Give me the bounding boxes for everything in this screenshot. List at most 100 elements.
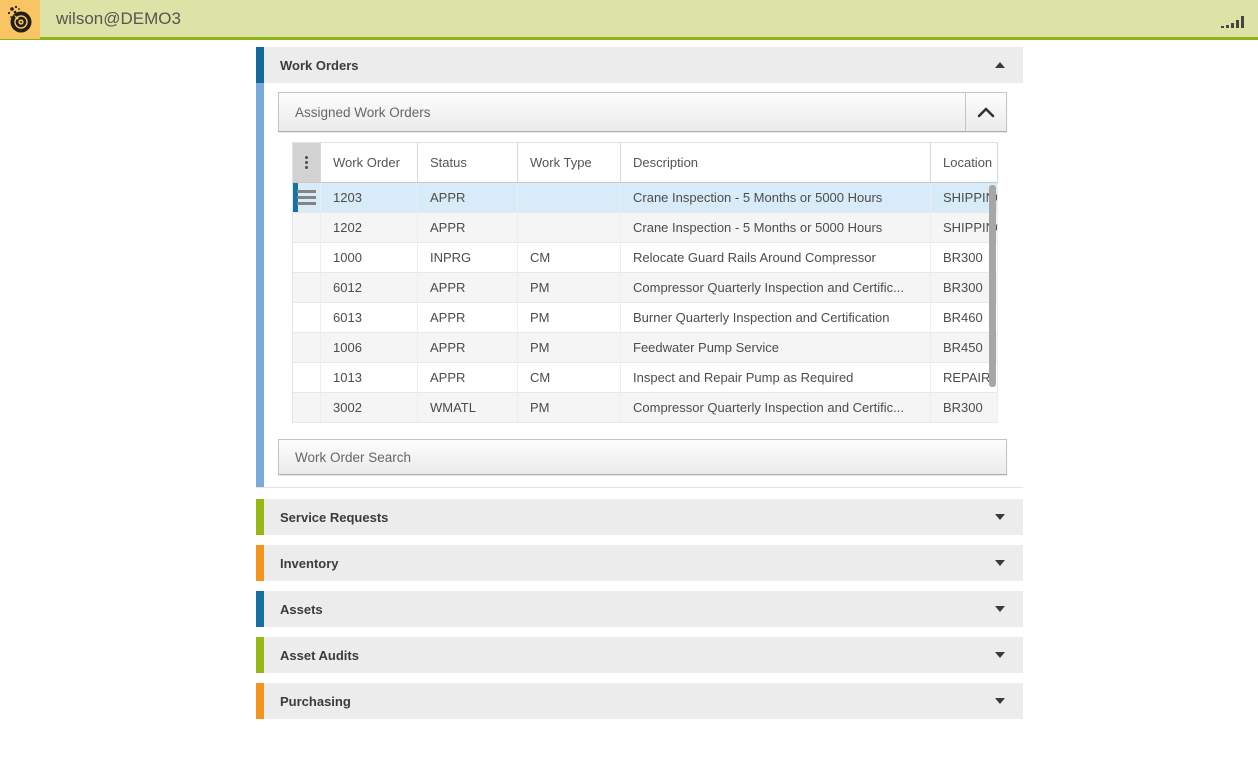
top-app-bar: wilson@DEMO3 (0, 0, 1258, 40)
cell-work-type: CM (517, 242, 621, 273)
cell-description: Burner Quarterly Inspection and Certific… (620, 302, 931, 333)
cell-work-order: 1203 (320, 182, 418, 213)
triangle-down-icon (995, 652, 1005, 658)
column-header-location[interactable]: Location (930, 142, 998, 183)
row-menu-cell[interactable] (292, 212, 321, 243)
row-menu-cell[interactable] (292, 332, 321, 363)
row-menu-cell[interactable] (292, 272, 321, 303)
cell-description: Feedwater Pump Service (620, 332, 931, 363)
cell-status: APPR (417, 332, 518, 363)
signal-strength-icon (1221, 16, 1244, 28)
collapse-panel-button[interactable] (965, 93, 1006, 131)
table-row[interactable]: 6013 APPR PM Burner Quarterly Inspection… (292, 302, 998, 333)
user-environment-title: wilson@DEMO3 (56, 8, 181, 28)
triangle-down-icon (995, 606, 1005, 612)
column-header-status[interactable]: Status (417, 142, 518, 183)
table-row[interactable]: 6012 APPR PM Compressor Quarterly Inspec… (292, 272, 998, 303)
cell-location: SHIPPING (930, 212, 998, 243)
cell-work-order: 6012 (320, 272, 418, 303)
cell-work-type (517, 182, 621, 213)
table-row[interactable]: 1006 APPR PM Feedwater Pump Service BR45… (292, 332, 998, 363)
chevron-up-icon (977, 107, 995, 118)
section-accent (256, 47, 264, 83)
cell-work-type: CM (517, 362, 621, 393)
cell-status: APPR (417, 182, 518, 213)
vertical-ellipsis-icon (293, 156, 320, 169)
section-header-assets[interactable]: Assets (256, 591, 1023, 627)
section-accent (256, 683, 264, 719)
section-accent (256, 499, 264, 535)
section-accent (256, 591, 264, 627)
column-header-work-order[interactable]: Work Order (320, 142, 418, 183)
section-label: Asset Audits (280, 647, 359, 663)
section-header-asset-audits[interactable]: Asset Audits (256, 637, 1023, 673)
cell-status: APPR (417, 362, 518, 393)
work-order-search-button[interactable]: Work Order Search (278, 439, 1007, 475)
cell-status: WMATL (417, 392, 518, 423)
row-menu-cell[interactable] (292, 242, 321, 273)
disc-splash-logo-icon (7, 5, 32, 32)
cell-status: APPR (417, 302, 518, 333)
table-row[interactable]: 3002 WMATL PM Compressor Quarterly Inspe… (292, 392, 998, 423)
section-header-service-requests[interactable]: Service Requests (256, 499, 1023, 535)
work-order-table: Work Order Status Work Type Description … (292, 142, 998, 423)
table-row[interactable]: 1013 APPR CM Inspect and Repair Pump as … (292, 362, 998, 393)
work-order-search-label: Work Order Search (295, 449, 412, 465)
cell-work-order: 1006 (320, 332, 418, 363)
row-menu-cell[interactable] (292, 392, 321, 423)
triangle-down-icon (995, 560, 1005, 566)
cell-location: BR450 (930, 332, 998, 363)
table-row[interactable]: 1000 INPRG CM Relocate Guard Rails Aroun… (292, 242, 998, 273)
cell-work-type: PM (517, 272, 621, 303)
triangle-down-icon (995, 698, 1005, 704)
cell-location: REPAIR (930, 362, 998, 393)
cell-location: BR300 (930, 392, 998, 423)
cell-description: Crane Inspection - 5 Months or 5000 Hour… (620, 212, 931, 243)
column-header-work-type[interactable]: Work Type (517, 142, 621, 183)
cell-work-order: 3002 (320, 392, 418, 423)
section-label: Work Orders (280, 57, 359, 73)
triangle-down-icon (995, 514, 1005, 520)
cell-description: Crane Inspection - 5 Months or 5000 Hour… (620, 182, 931, 213)
assigned-work-orders-bar[interactable]: Assigned Work Orders (278, 92, 1007, 132)
section-label: Inventory (280, 555, 339, 571)
column-options-header[interactable] (292, 142, 321, 183)
cell-work-type: PM (517, 302, 621, 333)
cell-status: INPRG (417, 242, 518, 273)
section-work-orders: Work Orders Assigned Work Orders (256, 47, 1023, 488)
section-label: Purchasing (280, 693, 351, 709)
cell-location: BR300 (930, 272, 998, 303)
table-header-row: Work Order Status Work Type Description … (292, 142, 998, 183)
cell-work-order: 6013 (320, 302, 418, 333)
cell-description: Relocate Guard Rails Around Compressor (620, 242, 931, 273)
cell-work-order: 1013 (320, 362, 418, 393)
row-menu-cell[interactable] (292, 302, 321, 333)
cell-status: APPR (417, 212, 518, 243)
work-orders-content: Assigned Work Orders (256, 83, 1023, 488)
section-label: Service Requests (280, 509, 389, 525)
cell-description: Compressor Quarterly Inspection and Cert… (620, 272, 931, 303)
cell-work-type: PM (517, 392, 621, 423)
cell-location: SHIPPING (930, 182, 998, 213)
row-menu-cell[interactable] (292, 182, 321, 213)
triangle-up-icon (995, 62, 1005, 68)
app-logo[interactable] (0, 0, 40, 39)
section-accent (256, 637, 264, 673)
cell-status: APPR (417, 272, 518, 303)
section-header-work-orders[interactable]: Work Orders (256, 47, 1023, 83)
table-row[interactable]: 1202 APPR Crane Inspection - 5 Months or… (292, 212, 998, 243)
table-row[interactable]: 1203 APPR Crane Inspection - 5 Months or… (292, 182, 998, 213)
cell-work-type (517, 212, 621, 243)
cell-work-type: PM (517, 332, 621, 363)
section-header-inventory[interactable]: Inventory (256, 545, 1023, 581)
table-scrollbar-thumb[interactable] (989, 185, 996, 387)
cell-location: BR460 (930, 302, 998, 333)
column-header-description[interactable]: Description (620, 142, 931, 183)
cell-description: Compressor Quarterly Inspection and Cert… (620, 392, 931, 423)
row-menu-cell[interactable] (292, 362, 321, 393)
cell-description: Inspect and Repair Pump as Required (620, 362, 931, 393)
accordion-list: Work Orders Assigned Work Orders (256, 47, 1023, 719)
row-menu-icon[interactable] (297, 190, 316, 205)
assigned-work-orders-label: Assigned Work Orders (295, 104, 431, 120)
section-header-purchasing[interactable]: Purchasing (256, 683, 1023, 719)
